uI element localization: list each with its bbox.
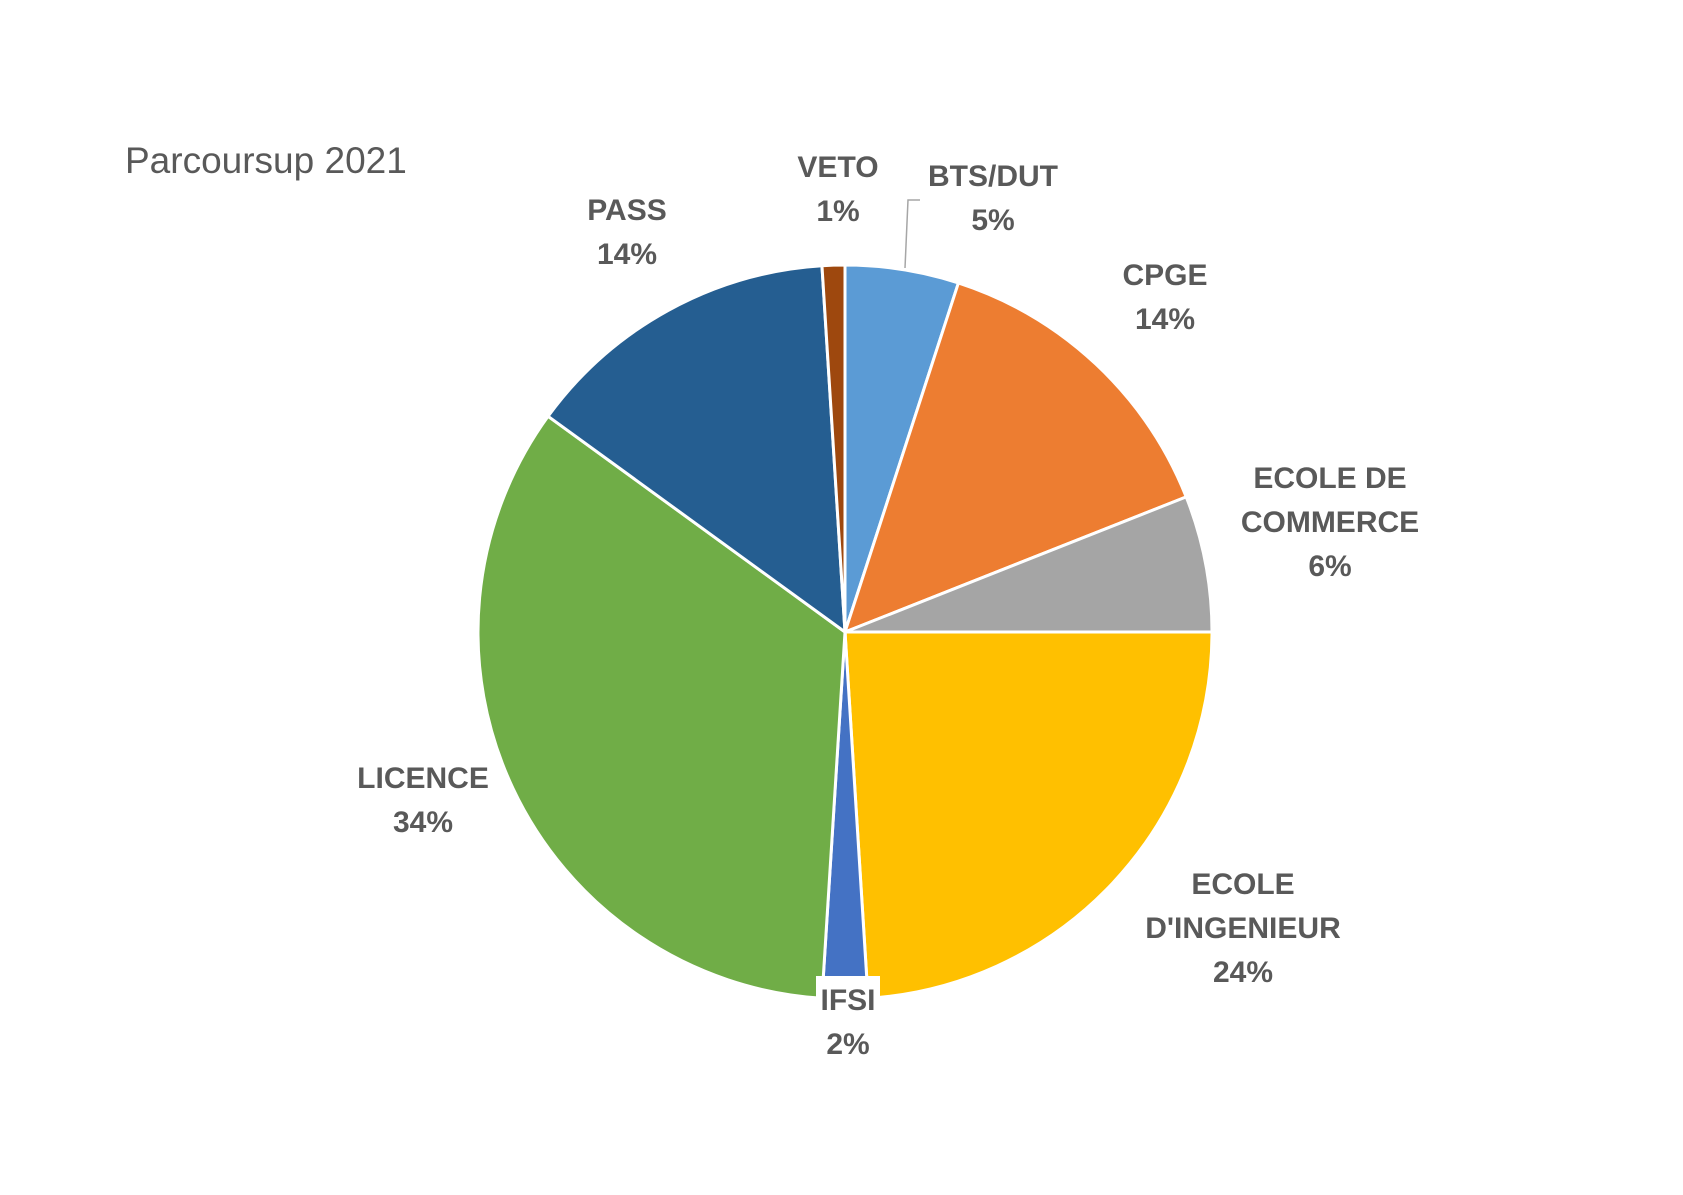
pie-slice-pass — [545, 264, 847, 636]
pie-slices — [476, 263, 1214, 1001]
slice-label-ecole-de-commerce: ECOLE DE COMMERCE 6% — [1241, 462, 1419, 583]
pie-slice-ecole-de-commerce — [844, 494, 1214, 634]
slice-label-ecole-d-ingenieur: ECOLE D'INGENIEUR 24% — [1145, 868, 1341, 989]
slice-label-bts-dut: BTS/DUT 5% — [928, 160, 1058, 237]
slice-label-pass: PASS 14% — [587, 194, 666, 271]
leader-lines — [904, 199, 920, 269]
slice-label-cpge: CPGE 14% — [1122, 259, 1207, 336]
leader-line-bts-dut — [904, 199, 920, 269]
pie-slice-veto — [820, 263, 847, 633]
slice-label-ifsi: IFSI 2% — [820, 984, 875, 1061]
chart-title: Parcoursup 2021 — [125, 140, 407, 181]
slice-labels: BTS/DUT 5% CPGE 14% ECOLE DE COMMERCE 6% ECOLE D… — [357, 151, 1419, 1061]
label-background-ifsi — [816, 976, 880, 1020]
slice-label-licence: LICENCE 34% — [357, 762, 489, 839]
slice-label-veto: VETO 1% — [797, 151, 878, 228]
pie-slice-cpge — [842, 281, 1189, 635]
pie-slice-licence — [476, 414, 847, 1000]
pie-slice-ecole-d-ingenieur — [843, 630, 1214, 1000]
